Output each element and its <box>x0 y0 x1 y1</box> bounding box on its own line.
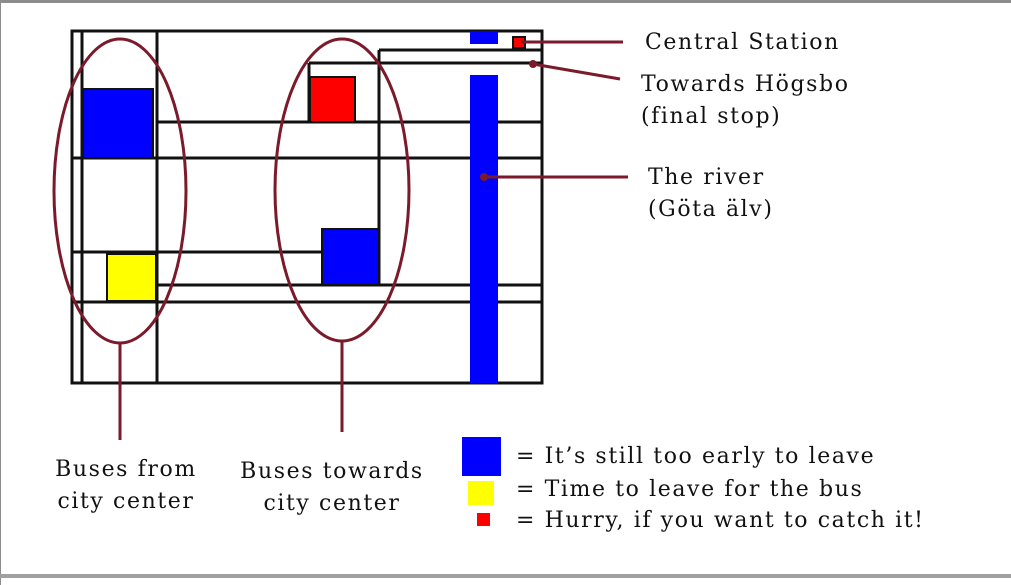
from-center-label: Buses from city center <box>48 454 204 518</box>
legend-swatch-red <box>477 513 490 526</box>
legend-text-blue: = It’s still too early to leave <box>516 444 876 469</box>
frame-left-border <box>0 0 1 585</box>
river-block <box>470 75 498 383</box>
map-border <box>70 29 544 385</box>
from-center-line1: Buses from <box>55 457 197 482</box>
frame-top-border <box>0 0 1011 3</box>
river-top-block <box>470 31 498 44</box>
river-line2: (Göta älv) <box>648 197 774 222</box>
legend-text-red: = Hurry, if you want to catch it! <box>516 508 925 533</box>
towards-hogsbo-line1: Towards Högsbo <box>641 72 850 97</box>
central-station-label: Central Station <box>645 27 840 59</box>
frame-bottom-border <box>0 574 1011 578</box>
from-center-line2: city center <box>57 489 195 514</box>
bus-block-towards-center-blue <box>321 228 380 286</box>
towards-hogsbo-label: Towards Högsbo (final stop) <box>641 69 850 133</box>
river-dot <box>480 173 488 181</box>
towards-center-line1: Buses towards <box>240 459 424 484</box>
river-label: The river (Göta älv) <box>648 162 774 226</box>
bus-block-towards-center-red <box>309 76 356 123</box>
legend-swatch-yellow <box>468 481 494 505</box>
callout-lines <box>118 40 628 440</box>
towards-hogsbo-line2: (final stop) <box>641 104 782 129</box>
hogsbo-dot <box>529 60 537 68</box>
central-station-text: Central Station <box>645 30 840 55</box>
towards-center-line2: city center <box>263 491 401 516</box>
river-line1: The river <box>648 165 765 190</box>
towards-center-label: Buses towards city center <box>232 456 432 520</box>
bus-block-from-center-yellow <box>106 253 157 302</box>
bus-block-from-center-blue <box>82 88 154 159</box>
callout-dots <box>480 60 537 181</box>
hogsbo-leader <box>532 62 621 81</box>
legend-text-yellow: = Time to leave for the bus <box>516 477 864 502</box>
legend-swatch-blue <box>462 437 501 476</box>
